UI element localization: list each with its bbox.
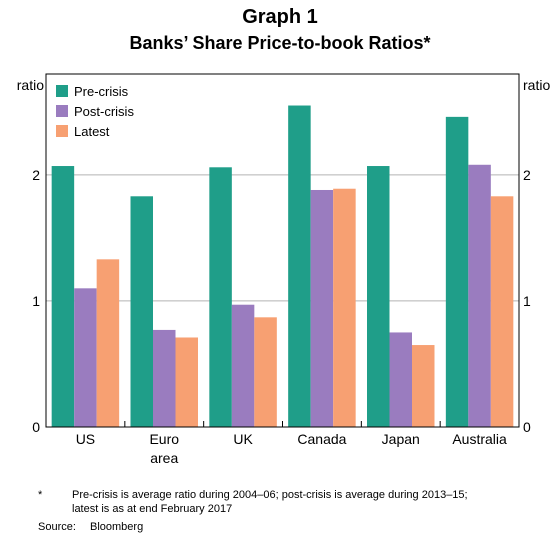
y-tick-label-left: 1 (32, 293, 40, 309)
bar (310, 189, 334, 427)
x-tick-label: UK (233, 431, 253, 447)
x-tick-label: Australia (452, 431, 507, 447)
bar (74, 288, 97, 427)
x-tick-label: US (76, 431, 95, 447)
x-tick-label: Euro (149, 431, 179, 447)
legend-label: Latest (74, 124, 110, 139)
footnote-text: Pre-crisis is average ratio during 2004–… (72, 489, 468, 515)
bar (367, 166, 390, 427)
legend-swatch (56, 85, 68, 97)
legend-label: Post-crisis (74, 104, 134, 119)
bar (175, 337, 198, 427)
y-tick-label-right: 1 (523, 293, 531, 309)
y-axis-unit-right: ratio (523, 77, 550, 93)
bar (389, 332, 412, 427)
chart-title: Banks’ Share Price-to-book Ratios* (129, 33, 431, 53)
bar (412, 345, 435, 427)
legend-swatch (56, 105, 68, 117)
y-tick-label-left: 0 (32, 419, 40, 435)
legend-swatch (56, 125, 68, 137)
y-tick-label-right: 0 (523, 419, 531, 435)
bar (445, 116, 469, 427)
bar (231, 304, 255, 427)
x-tick-label: Japan (382, 431, 420, 447)
bar (153, 329, 176, 427)
legend-label: Pre-crisis (74, 84, 129, 99)
footnote-marker: * (38, 489, 43, 501)
source-label: Source: (38, 521, 76, 533)
y-axis-unit-left: ratio (17, 77, 44, 93)
bar (96, 259, 120, 427)
bar (468, 164, 491, 427)
bar (254, 317, 277, 427)
y-tick-label-left: 2 (32, 167, 40, 183)
bar (209, 167, 232, 428)
bar (490, 196, 514, 427)
x-tick-label: area (150, 450, 178, 466)
y-tick-label-right: 2 (523, 167, 531, 183)
graph-number: Graph 1 (242, 6, 318, 28)
bar-chart: 0 0 1 1 2 2 ratio ratio US Euro area UK Canada Japan A… (17, 73, 550, 466)
x-tick-label: Canada (297, 431, 346, 447)
bar (288, 105, 311, 428)
bar (333, 188, 356, 427)
source-value: Bloomberg (90, 521, 144, 533)
bar (51, 166, 75, 427)
source-note: Source: Bloomberg (38, 520, 143, 534)
bar (130, 196, 153, 427)
